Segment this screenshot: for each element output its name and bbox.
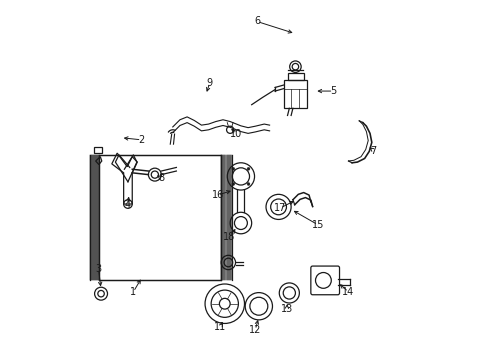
Text: 16: 16 (211, 190, 224, 200)
Text: 5: 5 (329, 86, 336, 96)
Text: 11: 11 (214, 322, 226, 332)
Text: 14: 14 (342, 287, 354, 297)
Text: 17: 17 (274, 203, 286, 213)
Text: 7: 7 (370, 145, 376, 156)
Text: 10: 10 (229, 129, 242, 139)
Text: 9: 9 (206, 78, 212, 88)
Bar (287, 73, 303, 80)
Text: 13: 13 (280, 304, 292, 314)
Text: 2: 2 (138, 135, 144, 145)
Bar (99, 155, 221, 280)
Circle shape (231, 183, 234, 185)
Circle shape (246, 167, 249, 170)
Circle shape (231, 167, 234, 170)
Text: 12: 12 (248, 325, 261, 335)
Text: 15: 15 (311, 220, 324, 230)
Text: 8: 8 (158, 173, 164, 183)
Text: 3: 3 (95, 264, 102, 274)
Bar (284, 80, 306, 108)
Circle shape (246, 183, 249, 185)
Text: 18: 18 (223, 232, 235, 242)
Text: 6: 6 (253, 17, 260, 27)
Text: 4: 4 (124, 200, 131, 210)
Text: 1: 1 (130, 287, 136, 297)
